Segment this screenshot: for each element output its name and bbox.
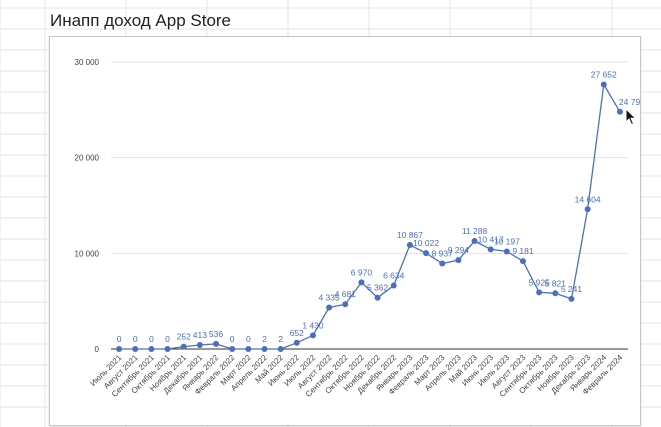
data-label: 536: [209, 329, 223, 339]
data-point: [600, 81, 607, 88]
data-point: [423, 250, 430, 257]
data-point: [616, 108, 623, 115]
data-point: [213, 340, 220, 347]
data-point: [342, 301, 349, 308]
data-point: [229, 346, 236, 352]
data-label: 5 821: [545, 278, 567, 288]
data-point: [374, 294, 381, 301]
data-label: 24 795: [619, 97, 640, 107]
data-label: 0: [230, 334, 235, 344]
data-label: 9 181: [512, 246, 534, 256]
data-point: [406, 242, 413, 249]
data-point: [326, 304, 333, 311]
data-point: [519, 258, 526, 265]
data-label: 4 681: [335, 289, 357, 299]
y-tick-label: 0: [95, 345, 100, 354]
chart-object[interactable]: 0 10 000 20 000 30 000 Июль 2021 Август 2021 С…: [49, 36, 641, 426]
data-label: 10 867: [397, 230, 423, 240]
data-label: 10 197: [494, 236, 520, 246]
data-label: 9 294: [448, 245, 470, 255]
series-line: [119, 82, 621, 350]
data-point: [180, 343, 187, 350]
data-label: 8 937: [432, 249, 454, 259]
data-label: 10 417: [478, 234, 504, 244]
data-point: [471, 238, 478, 245]
chart-title: Инапп доход App Store: [50, 11, 232, 30]
mouse-pointer-icon: [625, 108, 637, 126]
data-point: [245, 346, 252, 352]
data-point: [439, 260, 446, 267]
data-point: [309, 332, 316, 339]
data-label: 6 970: [351, 267, 373, 277]
data-point: [568, 295, 575, 302]
data-point: [293, 339, 300, 346]
data-label: 0: [246, 334, 251, 344]
data-label: 5 925: [529, 277, 551, 287]
data-label: 27 652: [591, 69, 617, 79]
data-point: [487, 246, 494, 253]
data-label: 0: [133, 334, 138, 344]
data-label: 2: [278, 334, 283, 344]
data-point: [358, 279, 365, 286]
data-point: [390, 282, 397, 289]
data-point: [116, 346, 123, 352]
data-label: 5 362: [367, 283, 389, 293]
data-point: [196, 342, 203, 349]
data-point: [277, 345, 284, 352]
data-label: 14 604: [575, 194, 601, 204]
y-tick-label: 10 000: [75, 249, 100, 258]
data-label: 1 430: [302, 320, 324, 330]
data-point: [536, 289, 543, 296]
data-point: [261, 345, 268, 352]
data-label: 413: [193, 330, 207, 340]
data-label: 10 022: [413, 238, 439, 248]
data-label: 0: [149, 334, 154, 344]
data-label: 6 634: [383, 271, 405, 281]
data-point: [132, 346, 139, 352]
data-point: [584, 206, 591, 213]
data-label: 652: [290, 328, 304, 338]
data-label: 5 241: [561, 284, 583, 294]
data-point: [503, 248, 510, 255]
data-label: 2: [262, 334, 267, 344]
data-label: 0: [117, 334, 122, 344]
data-point: [164, 346, 171, 352]
data-point: [455, 257, 462, 264]
data-point: [552, 290, 559, 297]
y-tick-label: 30 000: [75, 58, 100, 67]
data-point: [148, 346, 155, 352]
data-label: 252: [177, 332, 191, 342]
data-label: 0: [165, 334, 170, 344]
y-tick-label: 20 000: [75, 154, 100, 163]
data-label: 11 288: [462, 226, 488, 236]
data-label: 4 335: [318, 293, 340, 303]
